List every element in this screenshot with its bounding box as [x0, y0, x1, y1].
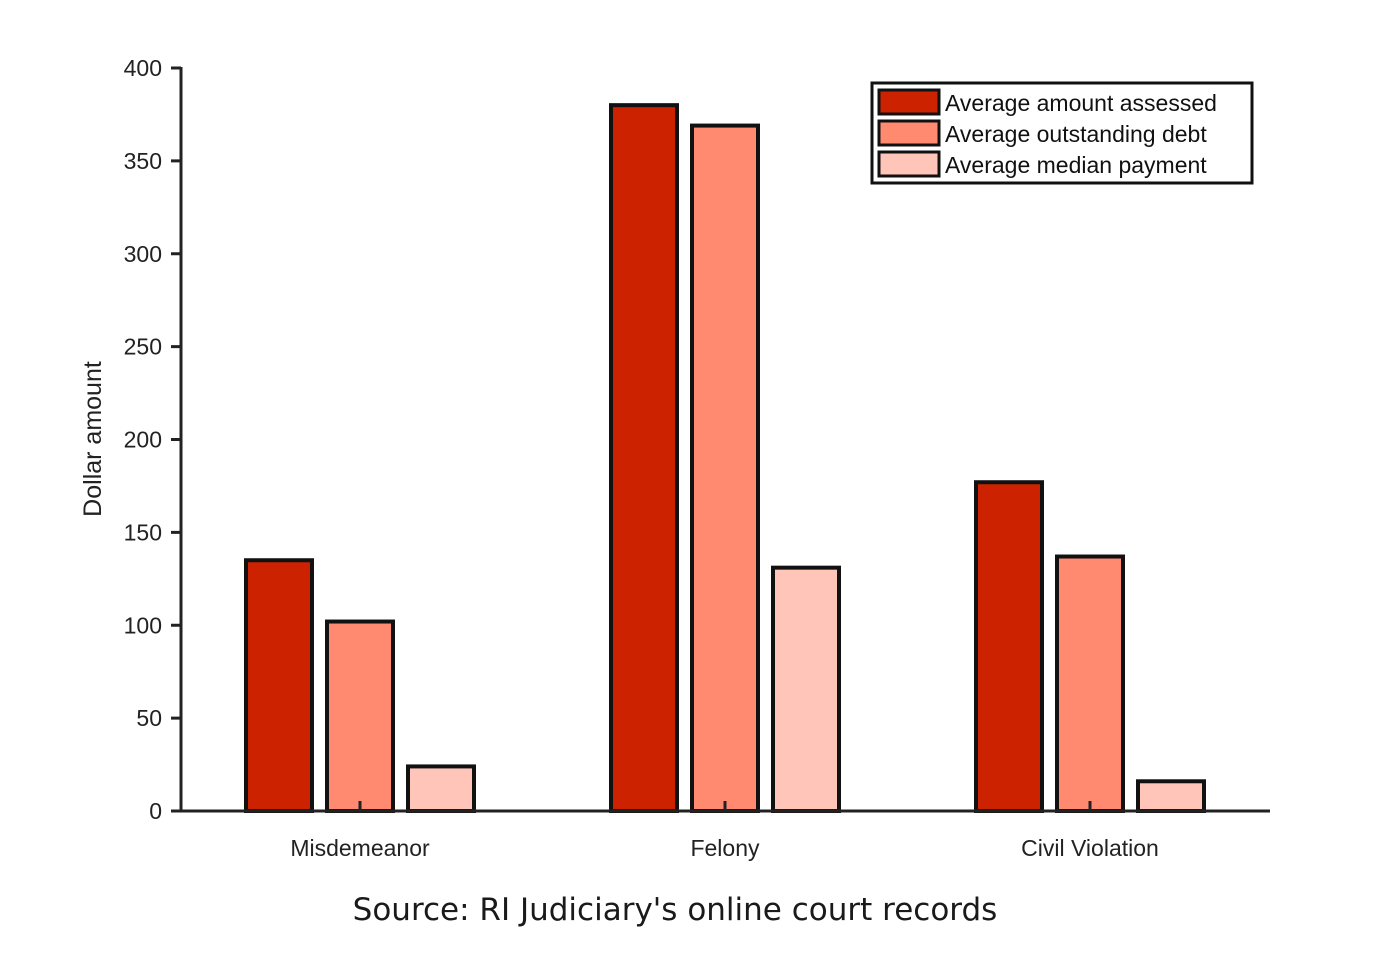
- y-tick-label: 400: [124, 55, 162, 81]
- y-tick-label: 0: [149, 798, 162, 824]
- x-tick-label: Civil Violation: [1021, 835, 1159, 861]
- y-tick-label: 300: [124, 241, 162, 267]
- bar-misdemeanor-series-3: [406, 764, 476, 813]
- legend-label: Average median payment: [945, 152, 1207, 178]
- y-tick-label: 200: [124, 427, 162, 453]
- y-ticks: 0 50 100 150 200 250 300 350 400: [124, 55, 181, 824]
- bar-misdemeanor-series-2: [325, 619, 395, 813]
- x-tick-label: Felony: [690, 835, 760, 861]
- bar-felony-series-1: [609, 103, 679, 813]
- y-tick-label: 350: [124, 148, 162, 174]
- legend-swatch: [877, 119, 941, 147]
- legend-swatch: [877, 150, 941, 178]
- bar-civil-violation-series-2: [1055, 554, 1125, 814]
- x-ticks: Misdemeanor Felony Civil Violation: [290, 801, 1159, 861]
- y-tick-label: 100: [124, 612, 162, 638]
- y-tick-label: 150: [124, 519, 162, 545]
- legend-label: Average outstanding debt: [945, 121, 1207, 147]
- legend-items: Average amount assessed Average outstandi…: [877, 88, 1217, 178]
- bar-misdemeanor-series-1: [244, 558, 314, 813]
- legend-label: Average amount assessed: [945, 90, 1217, 116]
- y-axis-title: Dollar amount: [79, 361, 107, 517]
- bar-felony-series-3: [771, 565, 841, 813]
- bar-civil-violation-series-1: [974, 480, 1044, 813]
- bar-felony-series-2: [690, 123, 760, 813]
- y-tick-label: 250: [124, 334, 162, 360]
- y-tick-label: 50: [136, 705, 162, 731]
- x-tick-label: Misdemeanor: [290, 835, 430, 861]
- legend-swatch: [877, 88, 941, 116]
- legend: Average amount assessed Average outstandi…: [870, 81, 1254, 185]
- bars-layer: [244, 103, 1206, 814]
- source-note: Source: RI Judiciary's online court reco…: [352, 892, 998, 928]
- bar-civil-violation-series-3: [1136, 779, 1206, 814]
